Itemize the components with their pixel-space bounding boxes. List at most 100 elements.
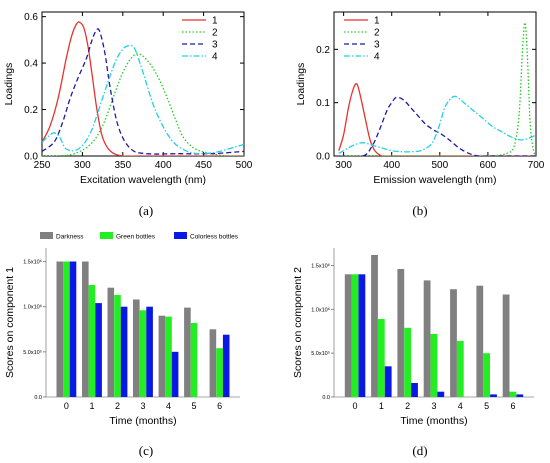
bar-green-bottles [114,295,121,397]
y-axis-label: Scores on component 2 [292,267,304,378]
legend-swatch [100,232,113,239]
series-line-1 [42,21,244,156]
bar-green-bottles [216,348,223,397]
y-tick-label: 0.1 [316,98,330,109]
y-tick-label: 5.0x10⁵ [311,350,330,357]
bar-darkness [56,261,64,397]
legend-label: 4 [212,52,218,63]
bar-green-bottles [509,391,517,397]
series-line-4 [338,95,536,154]
bar-green-bottles [404,327,412,397]
bar-green-bottles [351,274,359,397]
y-tick-label: 1.0x10⁶ [311,306,330,313]
bar-darkness [450,289,457,397]
y-tick-label: 0.0 [316,152,330,163]
bar-green-bottles [483,353,490,397]
legend-label: 3 [212,40,218,51]
panel-label-b: (b) [412,203,427,218]
y-tick-label: 5.0x10⁵ [23,349,42,356]
x-tick-label: 1 [89,401,94,411]
bar-green-bottles [377,319,385,397]
x-tick-label: 450 [195,160,212,171]
bar-darkness [158,315,166,397]
y-axis-label: Scores on component 1 [4,267,16,378]
bar-colorless-bottles [69,261,77,397]
legend-label: Green bottles [116,234,156,241]
bar-darkness [209,329,217,397]
x-tick-label: 300 [335,160,352,171]
y-tick-label: 1.5x10⁶ [23,259,42,266]
y-tick-label: 0.2 [24,105,38,116]
x-tick-label: 500 [431,160,448,171]
legend-label: 1 [374,16,380,27]
legend-label: 1 [212,16,218,27]
x-axis-label: Emission wavelength (nm) [373,174,496,186]
chart-panel-b: 300 400 500 600 700 0.0 0.1 0.2 Emission wavelen… [295,11,545,186]
legend-label: 2 [212,28,218,39]
legend-swatch [40,232,53,239]
x-axis-label: Time (months) [109,415,176,427]
x-tick-label: 700 [528,160,545,171]
x-tick-label: 1 [379,401,384,411]
x-tick-label: 6 [217,401,222,411]
x-tick-label: 0 [353,401,358,411]
series-line-3 [338,96,536,156]
bar-darkness [476,285,484,397]
x-tick-label: 5 [484,401,489,411]
bar-colorless-bottles [437,391,445,397]
bar-colorless-bottles [120,306,128,397]
panel-label-a: (a) [139,203,153,218]
chart-panel-c: 0.0 5.0x10⁵ 1.0x10⁶ 1.5x10⁶ 0 1 2 3 4 5 6 Time (mon… [4,232,240,427]
x-tick-label: 400 [383,160,400,171]
y-tick-label: 0.0 [34,395,42,401]
bar-green-bottles [139,310,147,397]
x-tick-label: 250 [34,160,51,171]
bar-darkness [82,261,89,397]
plot-frame [333,11,537,157]
x-tick-label: 350 [114,160,131,171]
panel-label-d: (d) [412,443,427,458]
bar-colorless-bottles [358,274,366,397]
x-axis-label: Excitation wavelength (nm) [80,174,206,186]
bar-green-bottles [430,333,438,397]
legend-label: 4 [374,52,380,63]
y-tick-label: 1.5x10⁶ [311,263,330,270]
legend-label: 3 [374,40,380,51]
bar-colorless-bottles [516,394,524,397]
y-tick-label: 0.6 [24,12,38,23]
x-tick-label: 4 [166,401,171,411]
bar-darkness [397,269,405,397]
bar-colorless-bottles [95,303,102,397]
chart-panel-d: 0.0 5.0x10⁵ 1.0x10⁶ 1.5x10⁶ 0 1 2 3 4 5 6 Time (mon… [292,248,534,427]
bar-colorless-bottles [384,366,392,397]
legend-label: 2 [374,28,380,39]
series-line-3 [42,28,244,155]
bar-darkness [107,287,115,397]
panel-label-c: (c) [139,443,153,458]
x-tick-label: 3 [140,401,145,411]
x-tick-label: 2 [405,401,410,411]
series-line-4 [42,44,244,155]
legend-label: Colorless bottles [190,234,239,241]
bar-green-bottles [63,261,70,397]
series-line-2 [42,53,244,156]
bar-darkness [133,299,140,397]
bar-colorless-bottles [411,383,418,397]
x-axis-label: Time (months) [400,415,467,427]
x-tick-label: 6 [510,401,515,411]
x-tick-label: 5 [192,401,197,411]
legend-label: Darkness [56,234,84,241]
y-axis-label: Loadings [3,63,15,106]
x-tick-label: 3 [431,401,436,411]
x-tick-label: 500 [236,160,253,171]
bar-colorless-bottles [490,394,497,397]
bar-darkness [371,255,378,397]
series-line-2 [338,22,536,156]
x-tick-label: 2 [115,401,120,411]
bar-darkness [502,294,510,397]
y-tick-label: 0.4 [24,59,38,70]
x-tick-label: 0 [64,401,69,411]
series-line-1 [338,82,536,156]
bar-colorless-bottles [171,351,179,397]
